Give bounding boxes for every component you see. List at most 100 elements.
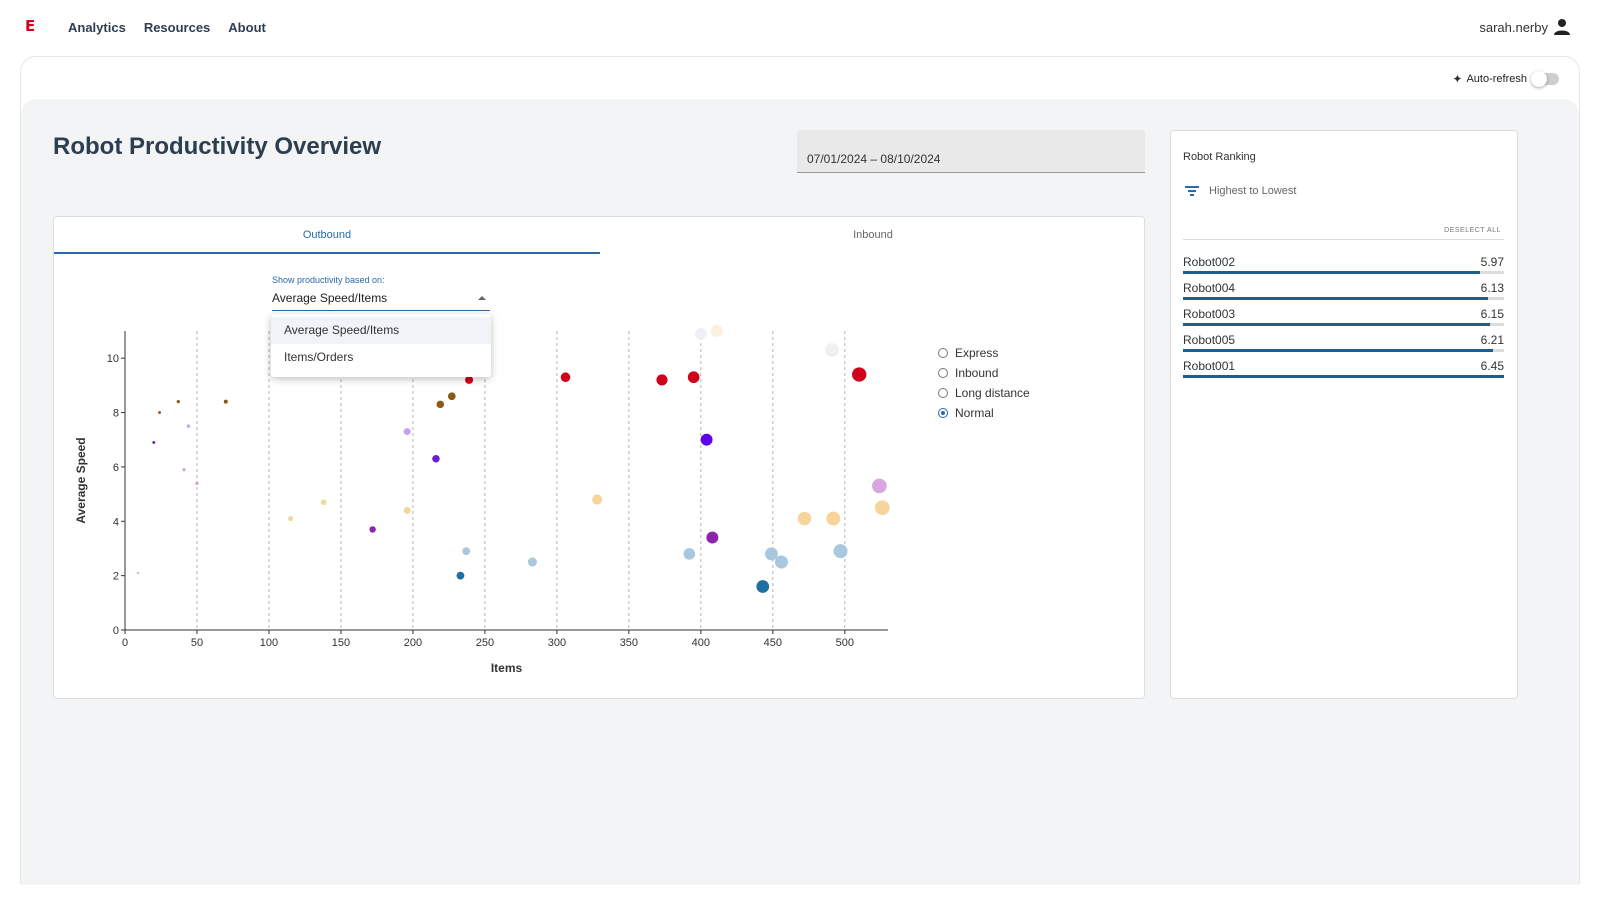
data-point: [797, 511, 812, 526]
productivity-select-value: Average Speed/Items: [272, 291, 388, 305]
score-bar: [1183, 375, 1504, 378]
score-bar: [1183, 349, 1504, 352]
data-point: [872, 478, 887, 494]
productivity-select-label: Show productivity based on:: [272, 275, 385, 285]
filter-long-distance[interactable]: Long distance: [938, 383, 1030, 403]
main-shell: ✦ Auto-refresh Robot Productivity Overvi…: [20, 56, 1580, 885]
data-point: [186, 424, 191, 428]
y-tick-label: 2: [113, 571, 119, 583]
user-icon[interactable]: [1554, 18, 1570, 36]
dropdown-option-items-orders[interactable]: Items/Orders: [284, 350, 354, 364]
data-point: [456, 571, 465, 580]
x-tick-label: 200: [404, 637, 422, 649]
deselect-all-button[interactable]: DESELECT ALL: [1444, 227, 1501, 234]
filter-label: Inbound: [955, 366, 999, 380]
data-point: [447, 392, 456, 401]
caret-up-icon: [478, 296, 486, 300]
data-point: [182, 467, 186, 472]
tab-outbound[interactable]: Outbound: [54, 217, 600, 254]
score-bar-fill: [1183, 271, 1480, 274]
y-tick-label: 8: [113, 408, 119, 420]
ranking-list: Robot002 5.97 Robot004 6.13 Robot003 6.15 Robo…: [1183, 255, 1504, 385]
data-point: [288, 516, 294, 522]
autorefresh-toggle[interactable]: [1531, 71, 1559, 87]
score-bar: [1183, 271, 1504, 274]
username[interactable]: sarah.nerby: [1479, 20, 1548, 35]
x-tick-label: 350: [620, 637, 638, 649]
radio-icon[interactable]: [938, 348, 948, 358]
score-bar-fill: [1183, 375, 1504, 378]
y-axis-label: Average Speed: [74, 437, 88, 523]
dropdown-option-average-speed-items[interactable]: Average Speed/Items: [271, 317, 491, 344]
ranking-row[interactable]: Robot003 6.15: [1183, 307, 1504, 333]
score-bar-fill: [1183, 323, 1490, 326]
robot-score: 6.15: [1480, 307, 1504, 321]
ranking-title: Robot Ranking: [1183, 151, 1256, 163]
productivity-chart-card: Outbound Inbound Show productivity based…: [53, 216, 1145, 699]
radio-icon[interactable]: [938, 368, 948, 378]
ranking-row[interactable]: Robot005 6.21: [1183, 333, 1504, 359]
nav-about[interactable]: About: [228, 20, 266, 35]
data-point: [432, 455, 440, 463]
productivity-select[interactable]: Average Speed/Items: [272, 289, 490, 311]
main-nav: Analytics Resources About: [68, 20, 266, 35]
x-tick-label: 250: [476, 637, 494, 649]
data-point: [403, 428, 411, 436]
robot-name: Robot004: [1183, 281, 1236, 295]
ranking-row[interactable]: Robot001 6.45: [1183, 359, 1504, 385]
date-range-field[interactable]: 07/01/2024 – 08/10/2024: [797, 130, 1145, 173]
autorefresh-control[interactable]: ✦ Auto-refresh: [1452, 72, 1527, 86]
radio-icon[interactable]: [938, 388, 948, 398]
radio-selected-icon[interactable]: [938, 408, 948, 418]
data-point: [700, 433, 713, 446]
robot-ranking-card: Robot Ranking Highest to Lowest DESELECT…: [1170, 130, 1518, 699]
y-tick-label: 0: [113, 625, 119, 637]
data-point: [195, 481, 199, 485]
data-point: [369, 526, 376, 533]
score-bar: [1183, 323, 1504, 326]
sort-control[interactable]: Highest to Lowest: [1185, 185, 1296, 197]
robot-score: 6.21: [1480, 333, 1504, 347]
data-point: [176, 400, 180, 404]
ranking-row[interactable]: Robot004 6.13: [1183, 281, 1504, 307]
data-point: [656, 374, 668, 386]
tab-inbound[interactable]: Inbound: [853, 229, 893, 241]
robot-name: Robot005: [1183, 333, 1236, 347]
filter-label: Normal: [955, 406, 994, 420]
data-point: [710, 324, 723, 338]
filter-normal[interactable]: Normal: [938, 403, 1030, 423]
y-tick-label: 10: [107, 353, 119, 365]
data-point: [527, 557, 537, 567]
ranking-row[interactable]: Robot002 5.97: [1183, 255, 1504, 281]
robot-score: 5.97: [1480, 255, 1504, 269]
sort-label: Highest to Lowest: [1209, 185, 1297, 197]
nav-analytics[interactable]: Analytics: [68, 20, 126, 35]
data-point: [136, 571, 140, 575]
autorefresh-label: Auto-refresh: [1466, 73, 1527, 85]
type-filter-legend: Express Inbound Long distance Normal: [938, 343, 1030, 423]
data-point: [852, 367, 867, 382]
nav-resources[interactable]: Resources: [143, 20, 211, 35]
data-point: [403, 506, 411, 514]
data-point: [833, 544, 848, 559]
robot-name: Robot001: [1183, 359, 1236, 373]
data-point: [826, 511, 841, 526]
x-tick-label: 50: [191, 637, 203, 649]
robot-name: Robot002: [1183, 255, 1236, 269]
data-point: [774, 555, 788, 569]
filter-express[interactable]: Express: [938, 343, 1030, 363]
top-navigation-bar: E Analytics Resources About sarah.nerby: [0, 0, 1600, 56]
x-tick-label: 400: [692, 637, 710, 649]
sparkle-icon: ✦: [1452, 72, 1463, 86]
score-bar-fill: [1183, 349, 1493, 352]
data-point: [465, 375, 474, 384]
data-point: [694, 327, 707, 340]
filter-inbound[interactable]: Inbound: [938, 363, 1030, 383]
data-point: [223, 399, 228, 404]
y-tick-label: 4: [113, 516, 119, 528]
data-point: [592, 494, 603, 505]
data-point: [687, 371, 700, 384]
y-tick-label: 6: [113, 462, 119, 474]
logo[interactable]: E: [25, 17, 36, 35]
x-tick-label: 0: [122, 637, 128, 649]
